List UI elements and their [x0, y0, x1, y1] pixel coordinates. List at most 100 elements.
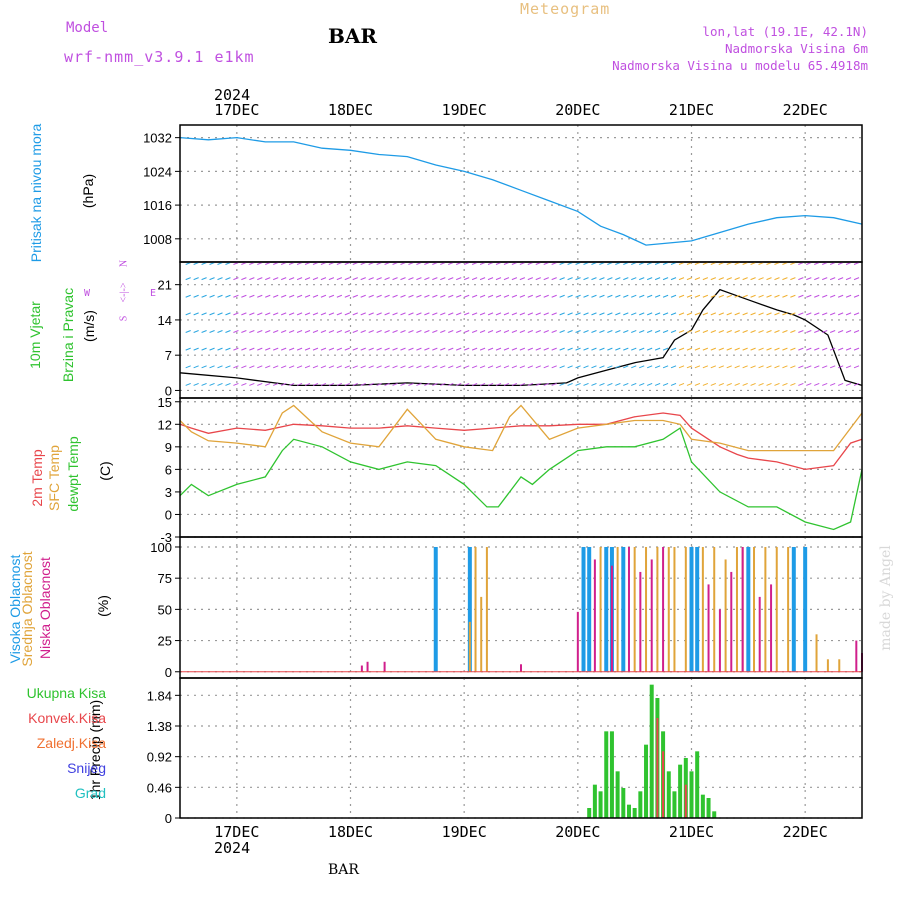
wind-barb: [535, 294, 541, 298]
wind-barb: [694, 294, 701, 298]
wind-barb: [845, 382, 852, 386]
wind-barb: [185, 294, 191, 298]
wind-barb: [233, 330, 239, 333]
wind-barb: [599, 382, 605, 386]
wind-barb: [646, 365, 653, 369]
wind-barb: [551, 277, 557, 281]
wind-barb: [575, 330, 581, 333]
wind-barb: [559, 347, 565, 351]
wind-barb: [845, 312, 852, 316]
wind-barb: [607, 262, 613, 265]
wind-barb: [798, 294, 804, 298]
wind-barb: [408, 262, 414, 265]
wind-barb: [280, 312, 287, 316]
footer-station: BAR: [328, 862, 359, 878]
precip-legend-total: Ukupna Kisa: [26, 685, 106, 701]
wind-barb: [639, 294, 645, 298]
wind-barb: [766, 382, 772, 386]
wind-barb: [392, 347, 398, 351]
wind-barb: [249, 312, 255, 316]
wind-barb: [257, 262, 263, 265]
wind-barb: [304, 347, 311, 351]
wind-barb: [790, 382, 796, 386]
wind-barb: [782, 347, 788, 351]
wind-barb: [750, 312, 756, 316]
wind-barb: [273, 330, 279, 333]
wind-barb: [829, 262, 836, 265]
wind-barb: [241, 277, 247, 281]
wind-barb: [774, 347, 780, 351]
wind-barb: [710, 365, 717, 369]
wind-barb: [368, 382, 374, 386]
precip-legend-freezing: Zaledj.Kisa: [36, 735, 106, 751]
x-tick-label-bottom: 19DEC: [442, 823, 487, 841]
wind-barb: [678, 294, 685, 298]
wind-barb: [448, 262, 454, 265]
series-bar: [700, 794, 705, 818]
elevation-text: Nadmorska Visina 6m: [725, 41, 868, 56]
panel-frame: [179, 261, 863, 399]
wind-barb: [193, 312, 199, 316]
wind-barb: [511, 294, 518, 298]
wind-barb: [448, 330, 454, 333]
wind-barb: [734, 330, 740, 333]
wind-barb: [845, 262, 852, 265]
series-bar: [695, 546, 700, 672]
wind-barb: [448, 365, 454, 369]
wind-barb: [766, 262, 772, 265]
series-bar: [621, 788, 626, 818]
wind-barb: [814, 312, 820, 316]
wind-barb: [519, 382, 526, 386]
wind-barb: [798, 262, 804, 265]
wind-barb: [623, 277, 629, 281]
wind-barb: [217, 294, 223, 298]
wind-barb: [822, 277, 828, 281]
wind-barb: [734, 365, 740, 369]
series-bar: [730, 571, 733, 672]
wind-barb: [806, 277, 812, 281]
wind-barb: [535, 382, 541, 386]
wind-barb: [782, 330, 788, 333]
wind-barb: [416, 294, 422, 298]
wind-barb: [368, 294, 374, 298]
wind-barb: [328, 294, 335, 298]
wind-barb: [265, 330, 271, 333]
wind-barb: [734, 347, 740, 351]
wind-barb: [257, 365, 263, 369]
wind-barb: [631, 330, 637, 333]
wind-barb: [750, 277, 756, 281]
series-bar: [604, 546, 609, 672]
y-tick-label: 50: [158, 602, 172, 617]
wind-barb: [591, 365, 597, 369]
wind-barb: [718, 347, 724, 351]
wind-barb: [822, 347, 828, 351]
wind-barb: [615, 330, 621, 333]
series-bar: [644, 744, 649, 818]
wind-barb: [742, 277, 748, 281]
wind-barb: [814, 277, 820, 281]
wind-barb: [615, 382, 621, 386]
wind-barb: [710, 330, 717, 333]
series-bar: [626, 804, 631, 818]
wind-barb: [495, 277, 502, 281]
wind-barb: [670, 365, 677, 369]
wind-barb: [273, 382, 279, 386]
wind-barb: [432, 294, 438, 298]
wind-barb: [742, 312, 748, 316]
x-tick-label-bottom: 18DEC: [328, 823, 373, 841]
wind-barb: [694, 330, 701, 333]
wind-barb: [798, 312, 804, 316]
y-tick-label: 0: [165, 507, 172, 522]
wind-barb: [487, 382, 494, 386]
wind-barb: [336, 365, 343, 369]
wind-barb: [233, 365, 239, 369]
wind-barb: [774, 365, 780, 369]
wind-barb: [798, 347, 804, 351]
wind-barb: [209, 330, 215, 333]
wind-barb: [320, 347, 327, 351]
wind-barb: [296, 262, 303, 265]
wind-barb: [296, 365, 303, 369]
series-bar: [480, 596, 483, 672]
wind-barb: [384, 312, 390, 316]
wind-barb: [766, 294, 772, 298]
